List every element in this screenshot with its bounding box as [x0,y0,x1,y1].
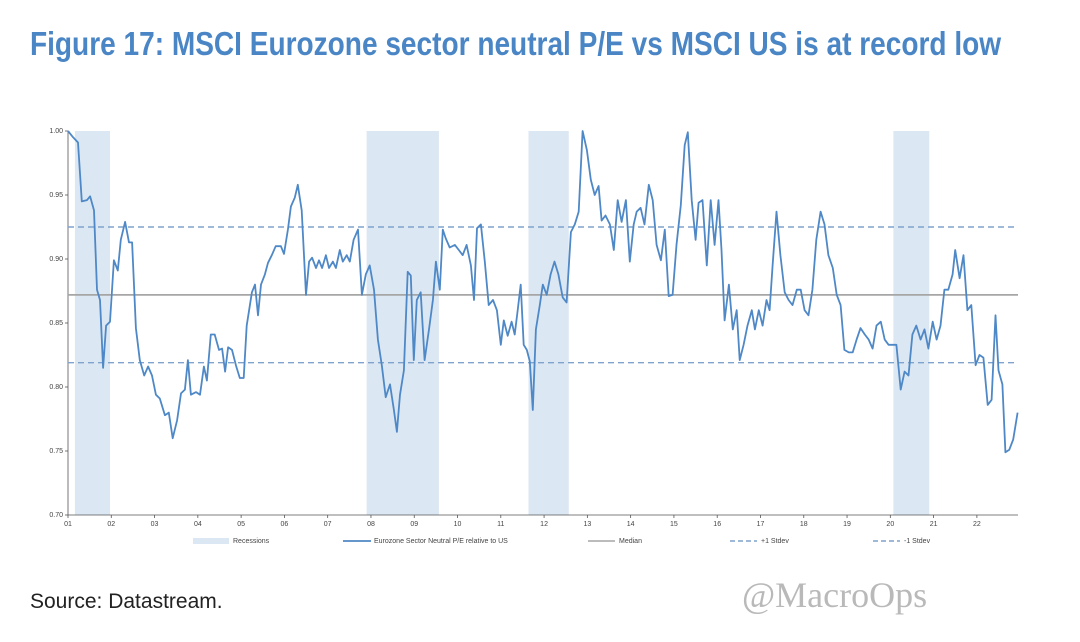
y-tick-label: 0.95 [49,192,63,199]
y-tick-label: 1.00 [49,128,63,135]
x-tick-label: 05 [237,521,245,528]
source: Source: Datastream. [30,590,223,613]
y-tick-label: 0.70 [49,512,63,519]
legend-label: Recessions [233,538,270,545]
y-tick-label: 0.90 [49,256,63,263]
x-tick-label: 18 [800,521,808,528]
x-tick-label: 04 [194,521,202,528]
x-tick-label: 08 [367,521,375,528]
x-tick-label: 19 [843,521,851,528]
y-tick-label: 0.75 [49,448,63,455]
x-tick-label: 17 [757,521,765,528]
x-tick-label: 07 [324,521,332,528]
legend-label: Median [619,538,642,545]
x-tick-label: 15 [670,521,678,528]
x-tick-label: 22 [973,521,981,528]
x-tick-label: 01 [64,521,72,528]
recession-band [528,131,569,515]
y-tick-label: 0.85 [49,320,63,327]
chart-title: Figure 17: MSCI Eurozone sector neutral … [30,25,1002,62]
recession-band [893,131,930,515]
data-line [67,130,1019,454]
y-tick-label: 0.80 [49,384,63,391]
x-tick-label: 11 [497,521,504,528]
x-tick-label: 20 [886,521,894,528]
x-tick-label: 16 [713,521,721,528]
x-tick-label: 13 [583,521,591,528]
x-tick-label: 12 [540,521,548,528]
legend-label: Eurozone Sector Neutral P/E relative to … [374,538,508,545]
legend-label: -1 Stdev [904,538,931,545]
x-tick-label: 21 [930,521,938,528]
legend-label: +1 Stdev [761,538,789,545]
x-tick-label: 10 [454,521,462,528]
watermark: @MacroOps [742,575,928,615]
x-tick-label: 06 [281,521,289,528]
x-tick-label: 03 [151,521,159,528]
legend-swatch [193,538,229,544]
x-tick-label: 02 [107,521,115,528]
x-tick-label: 14 [627,521,635,528]
recession-band [366,131,439,515]
x-tick-label: 09 [410,521,418,528]
